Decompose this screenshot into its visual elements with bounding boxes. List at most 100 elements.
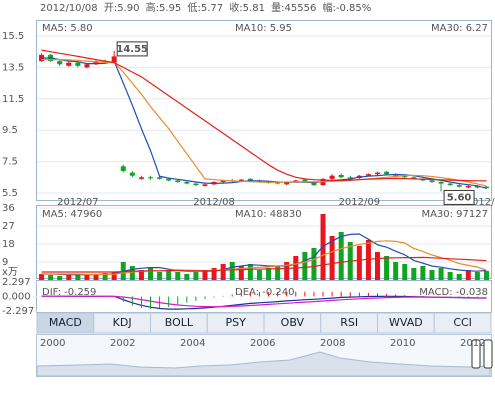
tab-label: BOLL (165, 316, 194, 329)
tab-label: OBV (281, 316, 305, 329)
candle-body (66, 62, 72, 66)
candle-body (411, 177, 417, 179)
candle-body (447, 183, 453, 186)
volume-bar (148, 268, 153, 280)
header-date: 2012/10/08 (40, 3, 98, 14)
y-tick-label: 27 (2, 221, 15, 232)
candle-body (175, 180, 181, 183)
volume-bar (447, 272, 453, 280)
annotation: 14.55 (116, 44, 148, 55)
volume-bar (229, 262, 235, 280)
price-frame (36, 20, 492, 201)
volume-bar (474, 272, 480, 280)
volume-bar (193, 272, 199, 280)
candle-body (184, 182, 190, 184)
tab-label: PSY (225, 316, 246, 329)
candle-body (474, 185, 480, 188)
y-tick-label: 13.5 (2, 62, 24, 73)
volume-bar (411, 268, 417, 280)
legend-entry: DEA: -0.240 (235, 287, 294, 298)
volume-bar (66, 275, 72, 280)
header-item: 量:45556 (271, 2, 316, 14)
volume-bar (429, 270, 435, 280)
volume-bar (111, 272, 117, 280)
year-label: 2010 (390, 338, 415, 349)
candle-body (157, 177, 163, 179)
volume-bar (138, 270, 144, 280)
volume-bar (166, 270, 172, 280)
candle-body (148, 177, 153, 179)
candle-body (75, 62, 81, 66)
volume-bar (39, 274, 45, 280)
annotation-box (116, 41, 148, 57)
line (41, 295, 487, 310)
volume-bar (375, 252, 380, 280)
volume-bar (93, 274, 99, 280)
legend-entry: MA5: 47960 (42, 209, 102, 220)
volume-bar (175, 272, 181, 280)
candle-body (220, 180, 226, 183)
candle-body (129, 172, 135, 176)
volume-frame (36, 205, 492, 279)
candle-body (375, 172, 380, 175)
candle-body (483, 186, 489, 189)
volume-bar (465, 270, 471, 280)
y-tick-label: 0.000 (2, 292, 31, 303)
y-tick-label: 15.5 (2, 31, 24, 42)
header: 2012/10/08 开:5.90 高:5.95 低:5.77 收:5.81 量… (40, 1, 371, 14)
y-tick-label: 9 (2, 257, 8, 268)
candle-body (93, 61, 99, 65)
year-label: 2006 (250, 338, 275, 349)
volume-bar (420, 266, 426, 280)
line (41, 233, 487, 276)
tab-label: CCI (453, 316, 472, 329)
volume-bar (202, 270, 208, 280)
legend-entry: MA10: 48830 (235, 209, 302, 220)
volume-bar (238, 266, 244, 280)
candle-body (384, 171, 390, 175)
candle-body (202, 184, 208, 186)
candle-body (57, 61, 63, 65)
candle-body (329, 175, 335, 179)
volume-bar (402, 264, 408, 280)
legend-entry: MA30: 97127 (421, 209, 488, 220)
year-label: 2000 (40, 338, 65, 349)
y-tick-label: 7.5 (2, 157, 18, 168)
legend-entry: MACD: -0.038 (419, 287, 488, 298)
header-item: 开:5.90 (104, 3, 140, 14)
volume-bar (129, 266, 135, 280)
volume-bar (84, 275, 90, 280)
tab-label: WVAD (389, 316, 423, 329)
candle-body (284, 182, 290, 185)
candle-body (347, 177, 353, 179)
candle-body (193, 183, 199, 186)
legend-entry: DIF: -0.259 (42, 287, 96, 298)
volume-bar (365, 240, 371, 280)
x-tick-label: 2012/09 (339, 197, 381, 208)
navigator-handle[interactable] (483, 339, 493, 369)
unit-label: x万 (2, 267, 18, 278)
candle-body (429, 180, 435, 183)
volume-bar (338, 232, 344, 280)
year-label: 2002 (110, 338, 135, 349)
line (41, 295, 487, 308)
navigator-area (36, 351, 491, 377)
legend-entry: MA10: 5.95 (235, 23, 292, 34)
volume-bar (329, 236, 335, 280)
volume-bar (393, 262, 399, 280)
tabs: MACD KDJ BOLL PSY OBV RSI WVAD CCI (36, 312, 492, 334)
navigator-years: 2000 2002 2004 2006 2008 2010 2012 (40, 338, 485, 349)
volume-bar (284, 262, 290, 280)
year-label: 2004 (180, 338, 205, 349)
legend-entry: MA30: 6.27 (431, 23, 488, 34)
tab[interactable] (433, 312, 492, 334)
y-tick-label: -2.297 (2, 306, 34, 317)
volume-bar (157, 272, 163, 280)
volume-bar (184, 274, 190, 280)
y-tick-label: 2.297 (2, 277, 31, 288)
volume-bar (384, 256, 390, 280)
navigator-handle[interactable] (471, 339, 481, 369)
volume-bar (438, 268, 444, 280)
volume-bar (266, 268, 272, 280)
